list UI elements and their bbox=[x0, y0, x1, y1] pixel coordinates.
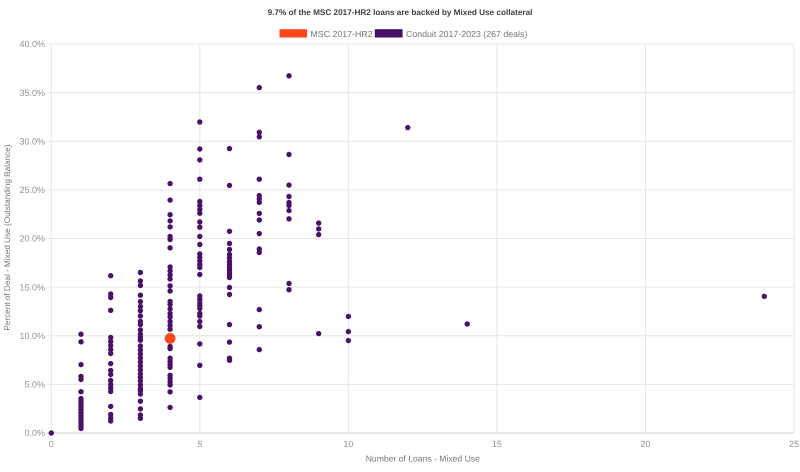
svg-text:25.0%: 25.0% bbox=[19, 185, 45, 195]
svg-text:25: 25 bbox=[789, 439, 799, 449]
svg-text:20.0%: 20.0% bbox=[19, 234, 45, 244]
svg-text:15.0%: 15.0% bbox=[19, 282, 45, 292]
svg-text:Percent of Deal - Mixed Use (O: Percent of Deal - Mixed Use (Outstanding… bbox=[3, 144, 12, 330]
svg-text:Conduit 2017-2023 (267 deals): Conduit 2017-2023 (267 deals) bbox=[406, 29, 527, 39]
svg-text:30.0%: 30.0% bbox=[19, 136, 45, 146]
svg-text:0.0%: 0.0% bbox=[24, 428, 45, 438]
svg-text:MSC 2017-HR2: MSC 2017-HR2 bbox=[311, 29, 373, 39]
svg-text:5.0%: 5.0% bbox=[24, 380, 45, 390]
svg-text:0: 0 bbox=[49, 439, 54, 449]
svg-text:10: 10 bbox=[343, 439, 353, 449]
svg-text:5: 5 bbox=[197, 439, 202, 449]
svg-text:40.0%: 40.0% bbox=[19, 39, 45, 49]
svg-text:10.0%: 10.0% bbox=[19, 331, 45, 341]
svg-text:Number of Loans - Mixed Use: Number of Loans - Mixed Use bbox=[366, 454, 480, 464]
svg-text:9.7% of the MSC 2017-HR2 loans: 9.7% of the MSC 2017-HR2 loans are backe… bbox=[268, 8, 533, 17]
svg-text:35.0%: 35.0% bbox=[19, 88, 45, 98]
svg-text:20: 20 bbox=[640, 439, 650, 449]
svg-text:15: 15 bbox=[492, 439, 502, 449]
